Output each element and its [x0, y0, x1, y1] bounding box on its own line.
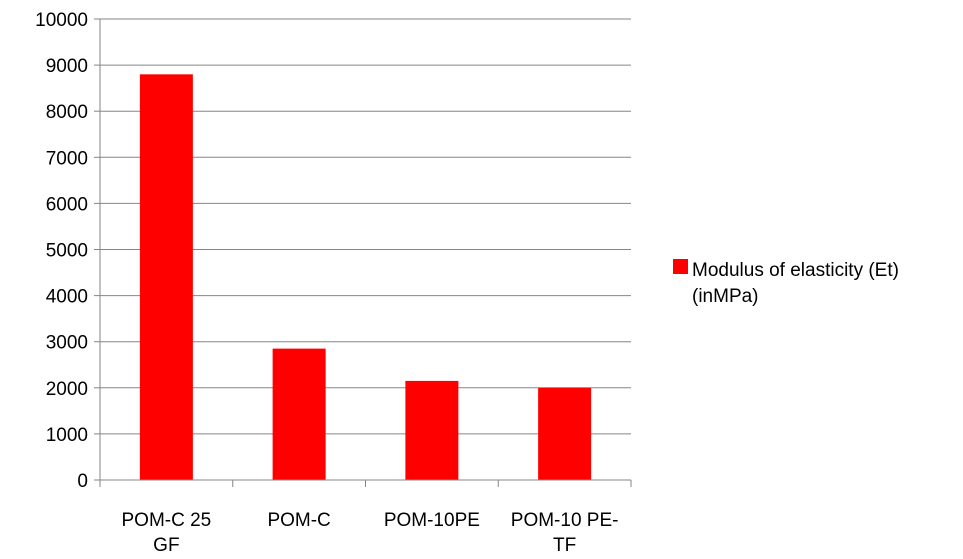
x-tick-label: POM-C 25	[122, 510, 212, 531]
axes	[99, 19, 632, 487]
bar	[272, 348, 326, 480]
y-tick-label: 1000	[46, 425, 88, 446]
y-tick-label: 6000	[46, 194, 88, 215]
legend-label: Modulus of elasticity (Et)	[692, 260, 899, 281]
y-tick-label: 7000	[46, 148, 88, 169]
x-tick-label: POM-C	[267, 510, 330, 531]
bar	[139, 74, 193, 480]
legend: Modulus of elasticity (Et) (inMPa)	[673, 259, 899, 307]
bar	[405, 380, 459, 480]
y-tick-label: 2000	[46, 379, 88, 400]
y-tick-label: 0	[77, 471, 88, 492]
y-tick-label: 5000	[46, 241, 88, 262]
y-tick-label: 3000	[46, 333, 88, 354]
y-axis-tick-labels: 0 1000 2000 3000 4000 5000 6000 7000 8000 9000 100…	[35, 10, 88, 492]
x-tick-label: POM-10 PE-	[511, 510, 619, 531]
x-tick-label: TF	[553, 535, 576, 556]
y-tick-label: 9000	[46, 56, 88, 77]
legend-label: (inMPa)	[692, 286, 759, 307]
y-tick-label: 4000	[46, 287, 88, 308]
bars	[139, 74, 592, 480]
legend-swatch	[673, 259, 688, 274]
bar	[538, 387, 592, 480]
y-tick-label: 10000	[35, 10, 88, 31]
x-tick-label: GF	[153, 535, 179, 556]
x-axis-tick-labels: POM-C 25 GF POM-C POM-10PE POM-10 PE- TF	[122, 510, 619, 556]
x-tick-label: POM-10PE	[384, 510, 480, 531]
y-tick-label: 8000	[46, 102, 88, 123]
